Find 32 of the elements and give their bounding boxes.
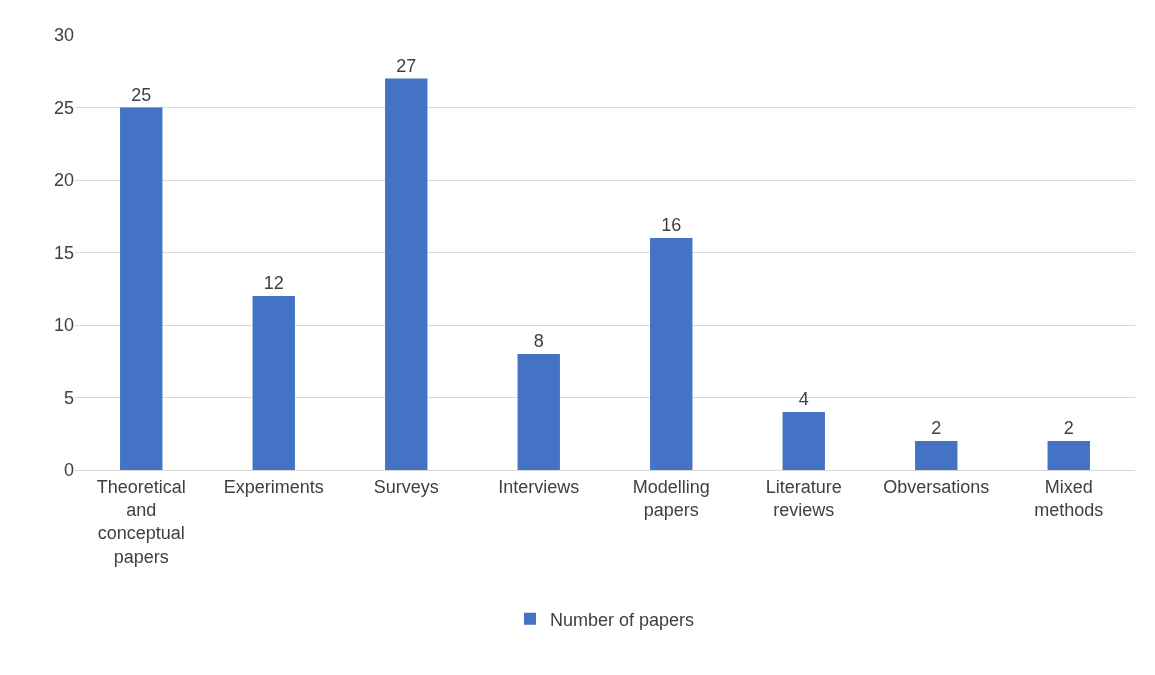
bar: [650, 238, 693, 470]
data-label: 8: [533, 331, 544, 351]
x-tick-label: Modelling papers: [632, 476, 710, 520]
data-label: 25: [131, 84, 152, 105]
bar: [385, 78, 428, 470]
bar: [120, 107, 163, 470]
y-tick-label: 5: [63, 387, 74, 408]
bar: [252, 296, 295, 470]
y-tick-label: 15: [53, 242, 74, 263]
x-tick-label: Theoretical and conceptual papers: [96, 476, 186, 567]
bar: [782, 412, 825, 470]
y-tick-label: 0: [63, 460, 74, 481]
x-tick-label: Obversations: [883, 476, 990, 497]
data-label: 2: [931, 418, 942, 438]
y-tick-label: 25: [53, 97, 74, 118]
x-tick-label: Interviews: [498, 476, 580, 497]
y-tick-label: 30: [53, 25, 74, 46]
y-tick-label: 20: [53, 170, 74, 191]
x-tick-label: Surveys: [373, 476, 439, 497]
data-label: 2: [1063, 418, 1074, 438]
y-tick-label: 10: [53, 315, 74, 336]
legend-label: Number of papers: [550, 609, 695, 630]
data-label: 4: [798, 389, 809, 409]
x-tick-label: Mixed methods: [1034, 476, 1104, 520]
x-tick-label: Experiments: [223, 476, 324, 497]
x-tick-label: Literature reviews: [765, 476, 842, 520]
data-label: 16: [661, 215, 682, 235]
bar: [1047, 441, 1090, 470]
data-label: 27: [396, 55, 417, 76]
data-label: 12: [263, 273, 284, 293]
bar: [517, 354, 560, 470]
bar: [915, 441, 958, 470]
